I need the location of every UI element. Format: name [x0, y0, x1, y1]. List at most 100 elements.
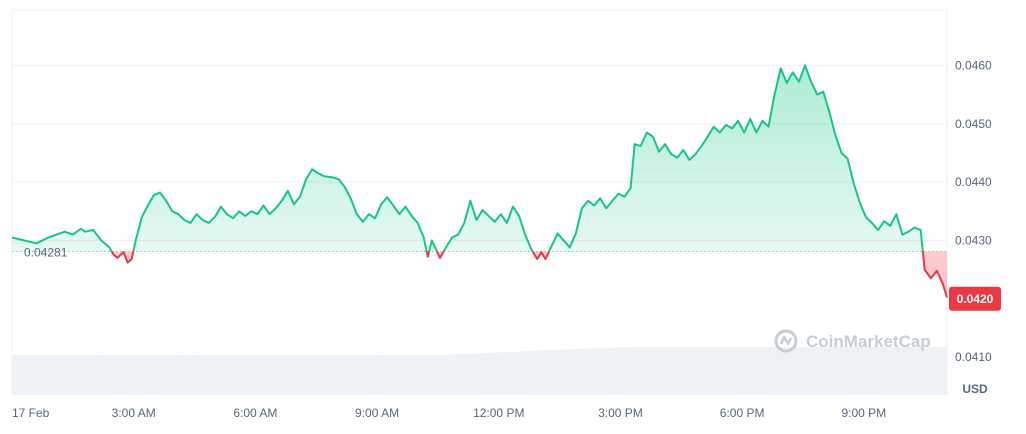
data-point — [798, 81, 800, 83]
volume-bar — [518, 351, 529, 395]
volume-bar — [859, 347, 870, 395]
volume-bar — [391, 355, 402, 395]
data-point — [593, 205, 595, 207]
volume-bar — [654, 347, 665, 395]
volume-bar — [528, 350, 539, 395]
data-point — [332, 177, 334, 179]
data-point — [317, 173, 319, 175]
volume-bar — [557, 349, 568, 395]
data-point — [701, 145, 703, 147]
data-point — [362, 221, 364, 223]
y-tick-label: 0.0410 — [955, 350, 992, 364]
data-point — [100, 240, 102, 242]
data-point — [411, 215, 413, 217]
volume-bar — [567, 349, 578, 395]
volume-bar — [60, 355, 71, 395]
area-fill-above-baseline — [12, 65, 947, 252]
data-point — [324, 175, 326, 177]
volume-bar — [352, 355, 363, 395]
volume-bar — [206, 355, 217, 395]
data-point — [749, 118, 751, 120]
data-point — [877, 229, 879, 231]
volume-bar — [615, 347, 626, 395]
volume-bar — [21, 355, 32, 395]
volume-bar — [664, 347, 675, 395]
data-point — [792, 72, 794, 74]
data-point — [676, 157, 678, 159]
data-point — [208, 222, 210, 224]
data-point — [725, 124, 727, 126]
volume-bar — [586, 348, 597, 395]
volume-bar — [333, 355, 344, 395]
data-point — [847, 158, 849, 160]
volume-bar — [236, 355, 247, 395]
data-point — [563, 240, 565, 242]
volume-bar — [99, 355, 110, 395]
data-point — [269, 213, 271, 215]
data-point — [117, 257, 119, 259]
volume-bar — [469, 353, 480, 395]
volume-bar — [489, 352, 500, 395]
volume-bar — [849, 347, 860, 395]
data-point — [287, 190, 289, 192]
data-point — [518, 215, 520, 217]
data-point — [816, 94, 818, 96]
volume-bar — [50, 355, 61, 395]
volume-bar — [693, 347, 704, 395]
x-tick-label: 9:00 PM — [841, 406, 886, 420]
data-point — [664, 143, 666, 145]
volume-bar — [304, 355, 315, 395]
data-point — [251, 210, 253, 212]
volume-bars — [12, 347, 948, 395]
data-point — [658, 151, 660, 153]
data-point — [92, 229, 94, 231]
data-point — [72, 234, 74, 236]
volume-bar — [596, 348, 607, 395]
coinmarketcap-logo-icon — [774, 329, 798, 353]
current-price-tag-text: 0.0420 — [957, 292, 994, 306]
data-point — [762, 120, 764, 122]
data-point — [780, 68, 782, 70]
volume-bar — [820, 347, 831, 395]
volume-bar — [197, 355, 208, 395]
volume-bar — [401, 355, 412, 395]
volume-bar — [89, 355, 100, 395]
data-point — [84, 231, 86, 233]
current-price-tag-background — [949, 286, 1001, 311]
x-axis: 17 Feb 3:00 AM 6:00 AM 9:00 AM 12:00 PM 3:00 … — [12, 406, 886, 420]
data-point — [220, 206, 222, 208]
data-point — [470, 200, 472, 202]
volume-bar — [684, 347, 695, 395]
data-point — [605, 208, 607, 210]
data-point — [214, 216, 216, 218]
data-point — [48, 237, 50, 239]
volume-bar — [245, 355, 256, 395]
volume-bar — [713, 347, 724, 395]
data-point — [350, 198, 352, 200]
data-point — [11, 237, 13, 239]
baseline-label: 0.04281 — [24, 246, 68, 260]
data-point — [399, 213, 401, 215]
data-point — [652, 136, 654, 138]
data-point — [859, 202, 861, 204]
data-point — [127, 262, 129, 264]
data-point — [190, 222, 192, 224]
data-point — [435, 248, 437, 250]
data-point — [737, 120, 739, 122]
volume-bar — [12, 355, 23, 395]
current-price-tag: 0.0420 — [949, 286, 1001, 311]
volume-bar — [908, 347, 919, 395]
y-axis: 0.0460 0.0450 0.0440 0.0430 0.0410 — [955, 58, 992, 364]
data-point — [889, 225, 891, 227]
volume-bar — [606, 347, 617, 395]
y-tick-label: 0.0460 — [955, 58, 992, 72]
volume-bar — [177, 355, 188, 395]
data-point — [524, 234, 526, 236]
data-point — [768, 126, 770, 128]
data-point — [356, 213, 358, 215]
data-point — [707, 136, 709, 138]
data-point — [920, 229, 922, 231]
data-point — [774, 94, 776, 96]
volume-bar — [771, 347, 782, 395]
